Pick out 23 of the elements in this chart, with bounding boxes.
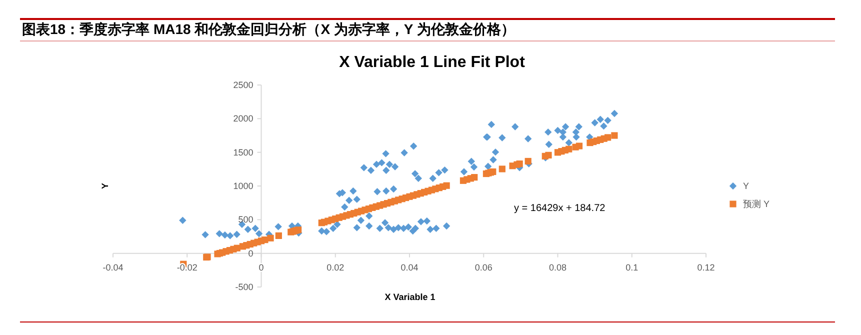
legend-label: 预测 Y xyxy=(743,199,770,209)
annotation: y = 16429x + 184.72 xyxy=(514,203,606,214)
chart-title: 图表18：季度赤字率 MA18 和伦敦金回归分析（X 为赤字率，Y 为伦敦金价格） xyxy=(22,21,515,37)
x-tick-label: 0 xyxy=(258,262,264,272)
x-axis-title: X Variable 1 xyxy=(384,292,436,302)
x-tick-label: 0.02 xyxy=(326,262,344,272)
x-tick-label: -0.04 xyxy=(102,262,124,272)
y-tick-label: 500 xyxy=(238,214,254,225)
x-tick-label: 0.04 xyxy=(400,262,418,272)
y-tick-label: 0 xyxy=(248,248,254,258)
y-tick-label: 2000 xyxy=(233,114,254,124)
y-tick-label: 1000 xyxy=(233,181,254,191)
y-tick-label: -500 xyxy=(235,282,254,292)
y-tick-label: 2500 xyxy=(233,80,254,90)
x-tick-label: 0.1 xyxy=(626,262,638,272)
chart-subtitle: X Variable 1 Line Fit Plot xyxy=(339,54,526,71)
x-tick-label: 0.06 xyxy=(474,262,492,272)
x-tick-label: 0.12 xyxy=(697,262,715,272)
x-tick-label: -0.02 xyxy=(176,262,198,272)
legend-label: Y xyxy=(743,181,750,191)
y-axis-title: Y xyxy=(100,182,110,190)
x-tick-label: 0.08 xyxy=(548,262,567,272)
y-tick-label: 1500 xyxy=(233,147,254,158)
